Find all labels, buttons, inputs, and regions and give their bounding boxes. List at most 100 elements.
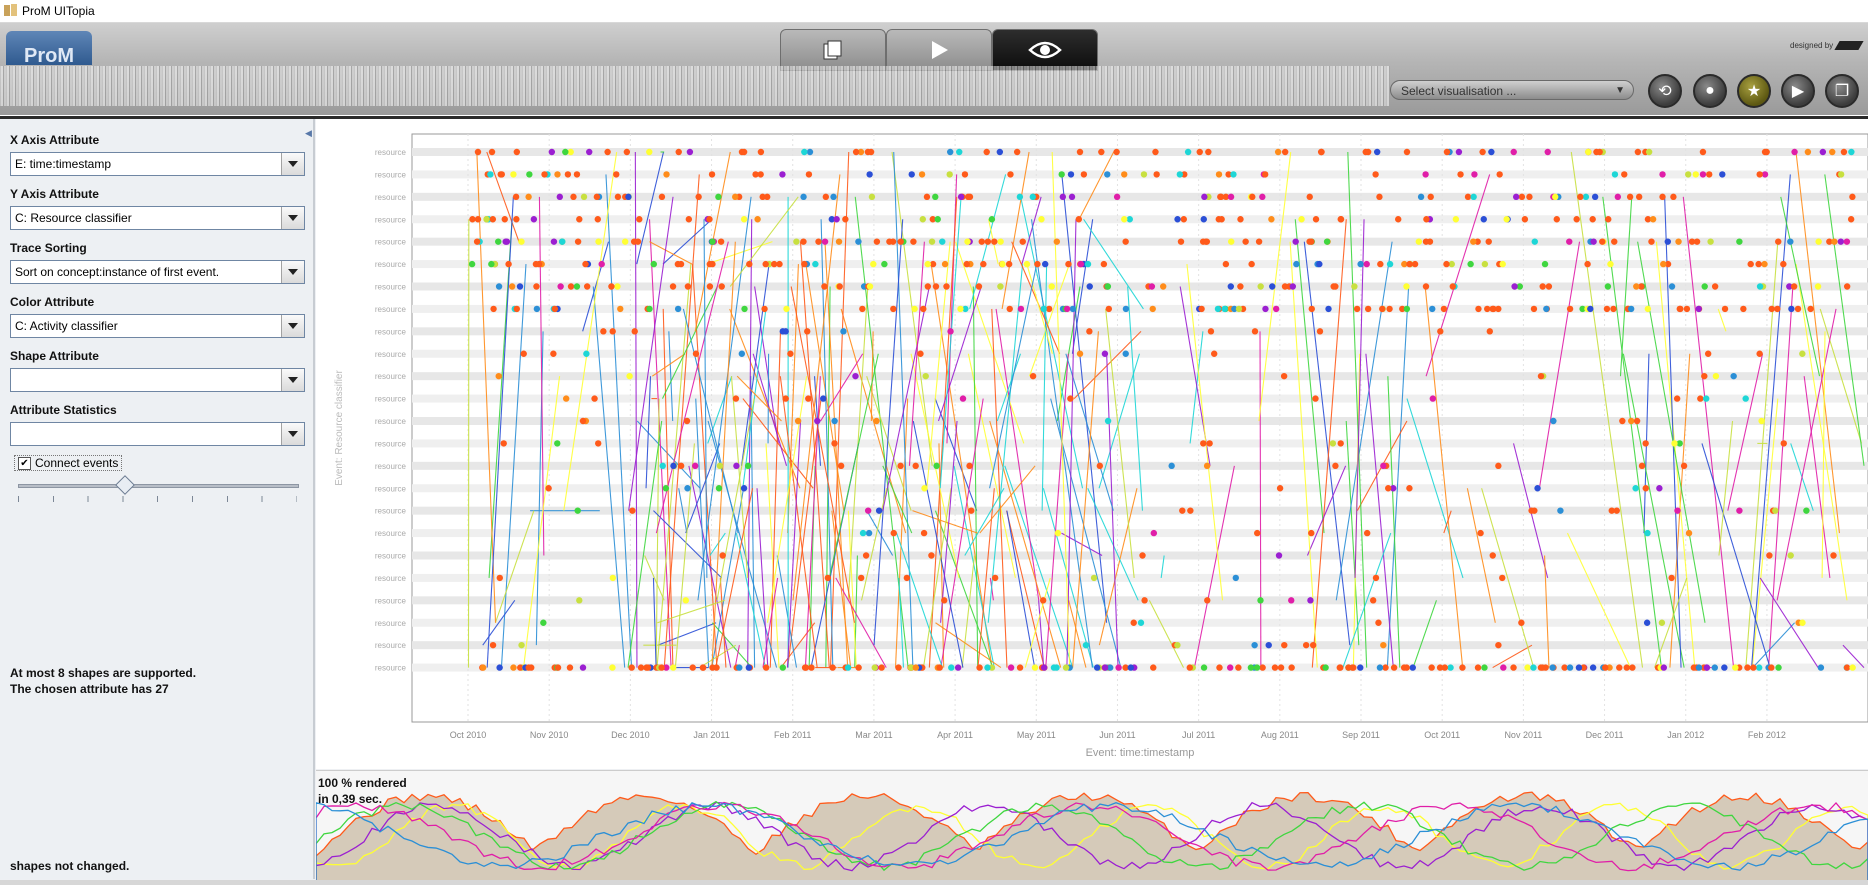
event-dot[interactable]	[496, 664, 502, 670]
event-dot[interactable]	[568, 283, 574, 289]
event-dot[interactable]	[1185, 149, 1191, 155]
event-dot[interactable]	[1254, 530, 1260, 536]
event-dot[interactable]	[947, 328, 953, 334]
event-dot[interactable]	[1788, 306, 1794, 312]
event-dot[interactable]	[1391, 664, 1397, 670]
event-dot[interactable]	[551, 238, 557, 244]
event-dot[interactable]	[545, 485, 551, 491]
event-dot[interactable]	[1228, 194, 1234, 200]
event-dot[interactable]	[984, 664, 990, 670]
event-dot[interactable]	[490, 216, 496, 222]
event-dot[interactable]	[968, 507, 974, 513]
event-dot[interactable]	[1382, 664, 1388, 670]
event-dot[interactable]	[1256, 238, 1262, 244]
event-dot[interactable]	[1293, 261, 1299, 267]
event-dot[interactable]	[1573, 216, 1579, 222]
event-dot[interactable]	[911, 306, 917, 312]
event-dot[interactable]	[1736, 507, 1742, 513]
event-dot[interactable]	[1376, 194, 1382, 200]
event-dot[interactable]	[1236, 306, 1242, 312]
event-dot[interactable]	[1831, 238, 1837, 244]
event-dot[interactable]	[923, 373, 929, 379]
event-dot[interactable]	[1787, 238, 1793, 244]
event-dot[interactable]	[1659, 620, 1665, 626]
event-dot[interactable]	[1273, 306, 1279, 312]
event-dot[interactable]	[1380, 463, 1386, 469]
event-dot[interactable]	[1644, 530, 1650, 536]
event-dot[interactable]	[678, 261, 684, 267]
event-dot[interactable]	[807, 149, 813, 155]
event-dot[interactable]	[804, 328, 810, 334]
event-dot[interactable]	[1607, 261, 1613, 267]
event-dot[interactable]	[1042, 261, 1048, 267]
event-dot[interactable]	[1522, 216, 1528, 222]
event-dot[interactable]	[1040, 597, 1046, 603]
event-dot[interactable]	[487, 171, 493, 177]
event-dot[interactable]	[1587, 306, 1593, 312]
event-dot[interactable]	[1204, 597, 1210, 603]
event-dot[interactable]	[1428, 664, 1434, 670]
event-dot[interactable]	[1636, 194, 1642, 200]
event-dot[interactable]	[1775, 664, 1781, 670]
event-dot[interactable]	[1549, 664, 1555, 670]
event-dot[interactable]	[1139, 552, 1145, 558]
event-dot[interactable]	[1496, 171, 1502, 177]
event-dot[interactable]	[1150, 306, 1156, 312]
event-dot[interactable]	[1262, 306, 1268, 312]
event-dot[interactable]	[1730, 373, 1736, 379]
event-dot[interactable]	[933, 283, 939, 289]
event-dot[interactable]	[1364, 530, 1370, 536]
attribute-statistics-select[interactable]	[10, 422, 305, 446]
event-dot[interactable]	[1354, 306, 1360, 312]
event-dot[interactable]	[1259, 664, 1265, 670]
event-dot[interactable]	[1659, 194, 1665, 200]
event-dot[interactable]	[1803, 507, 1809, 513]
event-dot[interactable]	[958, 194, 964, 200]
event-dot[interactable]	[763, 664, 769, 670]
event-dot[interactable]	[628, 664, 634, 670]
event-dot[interactable]	[1849, 194, 1855, 200]
event-dot[interactable]	[501, 440, 507, 446]
event-dot[interactable]	[984, 149, 990, 155]
event-dot[interactable]	[1780, 261, 1786, 267]
event-dot[interactable]	[1696, 664, 1702, 670]
event-dot[interactable]	[801, 149, 807, 155]
event-dot[interactable]	[1450, 283, 1456, 289]
event-dot[interactable]	[1610, 306, 1616, 312]
event-dot[interactable]	[1018, 306, 1024, 312]
event-dot[interactable]	[1345, 664, 1351, 670]
event-dot[interactable]	[1702, 283, 1708, 289]
event-dot[interactable]	[1534, 485, 1540, 491]
event-dot[interactable]	[836, 283, 842, 289]
event-dot[interactable]	[1757, 283, 1763, 289]
event-dot[interactable]	[1566, 238, 1572, 244]
event-dot[interactable]	[976, 664, 982, 670]
event-dot[interactable]	[1201, 664, 1207, 670]
event-dot[interactable]	[939, 238, 945, 244]
event-dot[interactable]	[1799, 351, 1805, 357]
event-dot[interactable]	[1669, 283, 1675, 289]
event-dot[interactable]	[859, 306, 865, 312]
event-dot[interactable]	[617, 306, 623, 312]
event-dot[interactable]	[1805, 149, 1811, 155]
event-dot[interactable]	[1017, 194, 1023, 200]
event-dot[interactable]	[1404, 306, 1410, 312]
event-dot[interactable]	[925, 261, 931, 267]
event-dot[interactable]	[881, 261, 887, 267]
event-dot[interactable]	[1237, 283, 1243, 289]
event-dot[interactable]	[1761, 261, 1767, 267]
event-dot[interactable]	[595, 216, 601, 222]
event-dot[interactable]	[873, 418, 879, 424]
event-dot[interactable]	[555, 664, 561, 670]
event-dot[interactable]	[1583, 194, 1589, 200]
event-dot[interactable]	[550, 351, 556, 357]
event-dot[interactable]	[814, 418, 820, 424]
event-dot[interactable]	[1385, 485, 1391, 491]
event-dot[interactable]	[1755, 261, 1761, 267]
event-dot[interactable]	[795, 418, 801, 424]
event-dot[interactable]	[802, 664, 808, 670]
event-dot[interactable]	[1742, 395, 1748, 401]
event-dot[interactable]	[1007, 306, 1013, 312]
event-dot[interactable]	[1554, 216, 1560, 222]
event-dot[interactable]	[574, 283, 580, 289]
